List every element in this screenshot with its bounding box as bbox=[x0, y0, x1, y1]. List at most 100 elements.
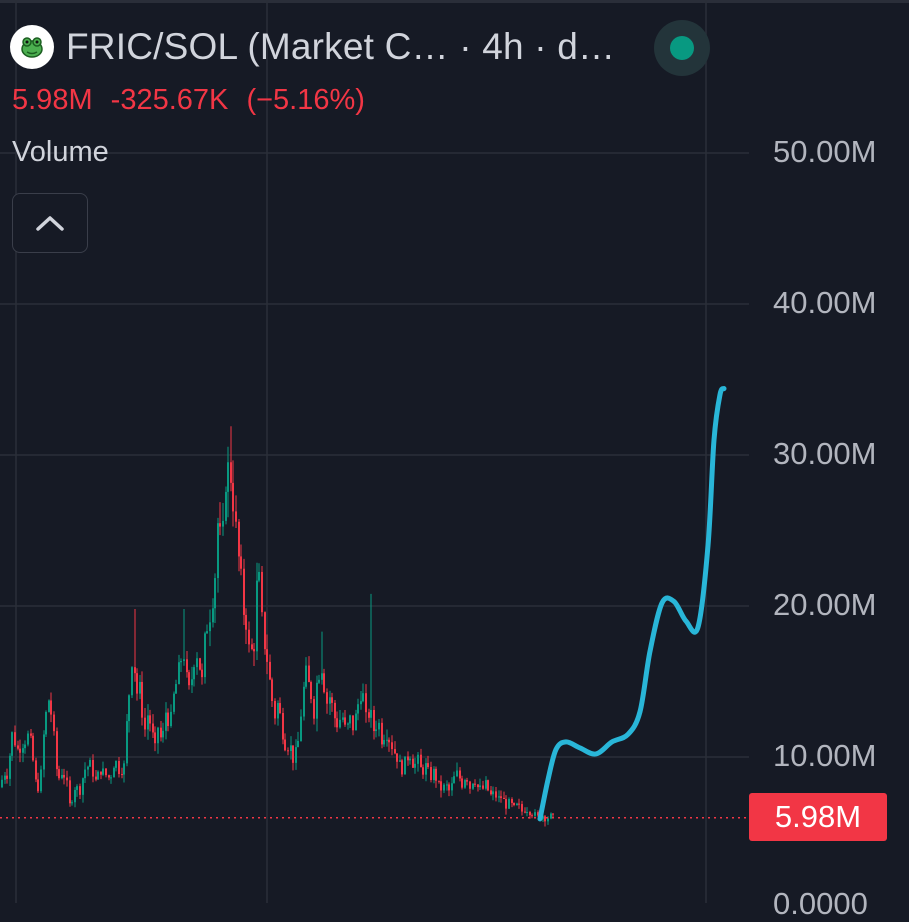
candle-body bbox=[110, 777, 112, 779]
candle-body bbox=[253, 649, 255, 652]
candle-body bbox=[144, 717, 146, 730]
candle-body bbox=[284, 739, 286, 751]
candle-body bbox=[544, 816, 546, 822]
candle-body bbox=[9, 755, 11, 779]
symbol-title[interactable]: FRIC/SOL (Market C… · 4h · d… bbox=[66, 26, 616, 67]
candle-body bbox=[212, 608, 214, 623]
candle-body bbox=[162, 730, 164, 738]
candle-body bbox=[53, 714, 55, 732]
market-status-indicator[interactable] bbox=[654, 20, 710, 76]
candle-body bbox=[45, 711, 47, 735]
candle-body bbox=[84, 769, 86, 779]
candle-body bbox=[461, 778, 463, 788]
volume-indicator-label[interactable]: Volume bbox=[12, 136, 109, 168]
candle-body bbox=[186, 659, 188, 673]
candle-body bbox=[492, 791, 494, 795]
candle-body bbox=[440, 781, 442, 791]
candle-body bbox=[102, 768, 104, 775]
candle-body bbox=[360, 701, 362, 705]
candle-body bbox=[469, 781, 471, 789]
candle-body bbox=[165, 712, 167, 731]
candle-body bbox=[352, 715, 354, 731]
candle-body bbox=[141, 681, 143, 718]
candle-body bbox=[487, 780, 489, 791]
candle-body bbox=[131, 667, 133, 696]
candle-body bbox=[448, 784, 450, 791]
candle-body bbox=[477, 784, 479, 788]
candle-body bbox=[113, 767, 115, 778]
candle-body bbox=[92, 760, 94, 777]
candle-body bbox=[290, 745, 292, 752]
candle-body bbox=[71, 802, 73, 804]
candle-body bbox=[375, 729, 377, 732]
candle-body bbox=[529, 811, 531, 816]
candle-body bbox=[256, 580, 258, 652]
candle-body bbox=[126, 721, 128, 764]
candle-body bbox=[160, 727, 162, 738]
status-dot-icon bbox=[670, 36, 694, 60]
candle-body bbox=[76, 786, 78, 790]
candle-body bbox=[347, 723, 349, 725]
candle-body bbox=[396, 753, 398, 762]
candle-body bbox=[534, 812, 536, 816]
candle-body bbox=[123, 763, 125, 775]
candle-body bbox=[222, 520, 224, 527]
candle-body bbox=[147, 715, 149, 730]
candle-body bbox=[316, 682, 318, 719]
candle-body bbox=[524, 811, 526, 813]
collapse-indicators-button[interactable] bbox=[12, 193, 88, 253]
candle-body bbox=[550, 813, 552, 819]
candle-body bbox=[456, 770, 458, 777]
candle-body bbox=[240, 556, 242, 569]
candle-body bbox=[542, 816, 544, 819]
candle-body bbox=[292, 745, 294, 763]
candle-body bbox=[157, 727, 159, 744]
candle-body bbox=[87, 766, 89, 770]
candle-body bbox=[459, 770, 461, 779]
candle-body bbox=[58, 769, 60, 779]
candle-body bbox=[199, 658, 201, 670]
candle-body bbox=[334, 702, 336, 719]
candle-body bbox=[391, 742, 393, 750]
candle-body bbox=[214, 578, 216, 609]
candle-body bbox=[238, 521, 240, 557]
change-value: -325.67K bbox=[110, 84, 229, 116]
candle-body bbox=[310, 682, 312, 700]
candle-body bbox=[66, 777, 68, 781]
candle-body bbox=[134, 667, 136, 674]
candle-body bbox=[271, 679, 273, 701]
candle-body bbox=[4, 775, 6, 780]
candle-body bbox=[297, 740, 299, 748]
candle-body bbox=[105, 768, 107, 776]
price-chart[interactable] bbox=[0, 0, 909, 903]
last-value: 5.98M bbox=[12, 84, 93, 116]
candle-body bbox=[61, 774, 63, 779]
candle-body bbox=[251, 644, 253, 650]
candle-body bbox=[329, 697, 331, 704]
candle-body bbox=[175, 684, 177, 694]
candle-body bbox=[425, 763, 427, 775]
candle-body bbox=[472, 783, 474, 789]
y-tick-label: 30.00M bbox=[773, 436, 877, 471]
y-tick-label-partial: 0.0000 bbox=[773, 886, 868, 921]
candle-body bbox=[438, 780, 440, 782]
candle-body bbox=[417, 754, 419, 764]
candle-body bbox=[264, 612, 266, 650]
candle-body bbox=[97, 771, 99, 780]
candle-body bbox=[362, 693, 364, 702]
candle-body bbox=[63, 774, 65, 778]
candle-body bbox=[321, 673, 323, 680]
candle-body bbox=[56, 731, 58, 770]
candle-body bbox=[342, 717, 344, 720]
candle-body bbox=[48, 700, 50, 712]
candle-body bbox=[243, 568, 245, 615]
candle-body bbox=[269, 661, 271, 680]
candle-body bbox=[435, 768, 437, 781]
candle-body bbox=[295, 747, 297, 763]
candle-body bbox=[349, 715, 351, 724]
candle-body bbox=[386, 739, 388, 741]
candle-body bbox=[336, 718, 338, 728]
candle-body bbox=[433, 768, 435, 781]
candle-body bbox=[14, 732, 16, 746]
candle-body bbox=[225, 491, 227, 521]
